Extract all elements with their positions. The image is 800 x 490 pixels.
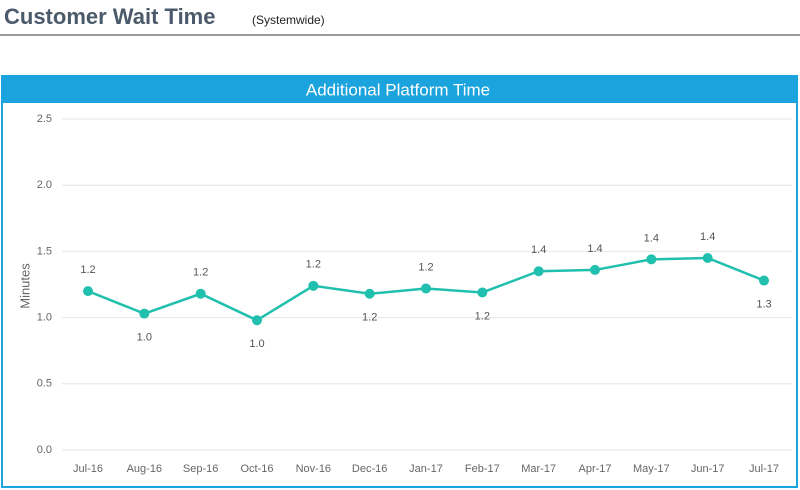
data-label: 1.4 [531,244,546,256]
data-label: 1.2 [80,264,95,276]
panel-header [2,76,797,103]
data-point [195,288,206,299]
data-point [252,315,262,326]
data-point [759,275,769,286]
x-tick-label: Apr-17 [578,463,611,475]
data-point [308,280,319,291]
data-label: 1.4 [644,232,659,244]
chart-title: Additional Platform Time [306,80,490,99]
data-point [702,253,713,264]
x-tick-label: May-17 [633,463,670,475]
x-tick-label: Jan-17 [409,463,443,475]
data-point [83,286,93,297]
x-tick-label: Oct-16 [240,463,273,475]
data-point [477,287,488,298]
data-label: 1.2 [418,261,433,273]
x-tick-label: Aug-16 [127,463,162,475]
data-label: 1.4 [587,243,602,255]
x-tick-label: Jul-17 [749,463,779,475]
data-label: 1.2 [306,259,321,271]
y-tick-label: 0.5 [37,378,52,390]
y-tick-label: 2.0 [37,179,52,191]
x-tick-label: Dec-16 [352,463,387,475]
y-tick-label: 0.0 [37,444,52,456]
panel [1,75,798,488]
y-axis-label: Minutes [17,263,32,309]
y-tick-label: 2.5 [37,113,52,125]
x-tick-label: Mar-17 [521,463,556,475]
data-point [364,288,375,299]
page-subtitle: (Systemwide) [252,13,325,27]
data-label: 1.2 [475,310,490,322]
data-label: 1.0 [137,332,152,344]
data-point [139,308,150,319]
data-label: 1.4 [700,231,715,243]
data-label: 1.3 [756,298,771,310]
data-point [533,266,544,277]
data-point [646,254,657,265]
x-tick-label: Jun-17 [691,463,725,475]
data-label: 1.2 [193,267,208,279]
y-tick-label: 1.5 [37,245,52,257]
page-title: Customer Wait Time [4,4,215,29]
data-point [590,264,600,275]
data-label: 1.0 [249,338,264,350]
y-tick-label: 1.0 [37,312,52,324]
x-tick-label: Nov-16 [296,463,331,475]
data-label: 1.2 [362,312,377,324]
x-tick-label: Feb-17 [465,463,500,475]
data-point [421,283,431,294]
x-tick-label: Jul-16 [73,463,103,475]
x-tick-label: Sep-16 [183,463,218,475]
